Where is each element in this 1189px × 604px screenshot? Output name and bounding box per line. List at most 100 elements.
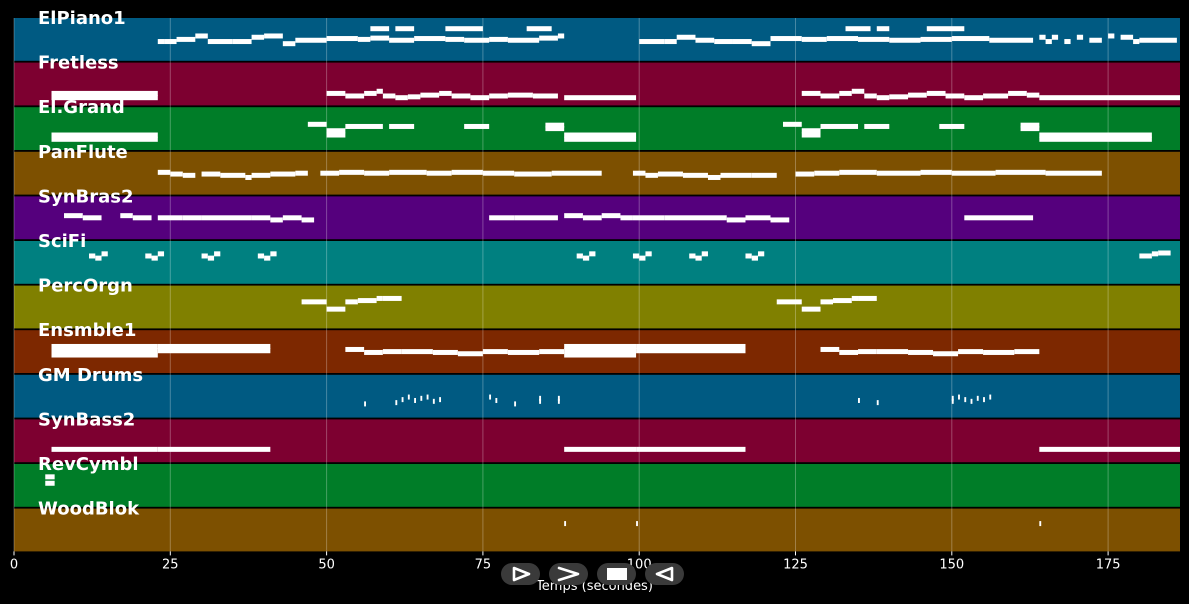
note [601, 213, 621, 219]
note [170, 171, 183, 177]
note [326, 306, 346, 312]
tick-label: 150 [939, 557, 964, 572]
note [295, 170, 308, 176]
lane-label: GM Drums [38, 365, 143, 386]
note [995, 169, 1046, 175]
note [545, 126, 565, 132]
note [839, 169, 877, 175]
play-button[interactable] [501, 563, 540, 585]
note [751, 255, 758, 261]
note [539, 349, 565, 355]
note [695, 255, 702, 261]
note [395, 26, 415, 32]
note [176, 36, 196, 42]
note [1039, 136, 1152, 142]
note [82, 215, 102, 221]
note [770, 217, 790, 223]
note [370, 26, 390, 32]
next-button[interactable] [549, 563, 588, 585]
back-button[interactable] [645, 563, 684, 585]
note [539, 398, 542, 404]
note [551, 170, 602, 176]
note [636, 348, 746, 354]
note [564, 521, 567, 527]
note [414, 397, 417, 403]
note [926, 26, 965, 32]
note [389, 37, 415, 43]
note [564, 213, 583, 219]
note [257, 253, 265, 259]
note [876, 95, 890, 101]
note [845, 26, 871, 32]
play-icon [512, 566, 530, 582]
lane-label: SynBass2 [38, 409, 135, 430]
note [207, 39, 233, 45]
note [439, 397, 442, 403]
note [51, 95, 158, 101]
note [132, 215, 152, 221]
note [889, 94, 909, 100]
note [307, 121, 327, 127]
note [876, 400, 879, 406]
lane-label: ElPiano1 [38, 8, 126, 29]
stop-button[interactable] [597, 563, 636, 585]
note [514, 171, 552, 177]
note [151, 255, 158, 261]
note [920, 169, 952, 175]
lane-label: PanFlute [38, 142, 128, 163]
note [1139, 253, 1152, 259]
note [89, 253, 96, 259]
note [564, 132, 637, 138]
note [820, 299, 834, 305]
note [1020, 122, 1040, 128]
note [695, 37, 715, 43]
note [214, 251, 221, 257]
note [920, 36, 952, 42]
note [858, 295, 877, 301]
note [489, 394, 492, 400]
note [564, 446, 637, 452]
note [1045, 39, 1052, 45]
note [357, 36, 371, 42]
note [801, 90, 821, 96]
note [983, 397, 985, 403]
lane-band [14, 419, 1180, 463]
lane-label: SynBras2 [38, 186, 134, 207]
note [507, 349, 540, 355]
note [1151, 251, 1159, 257]
note [645, 172, 658, 178]
note [532, 93, 558, 99]
note [426, 394, 429, 400]
note [64, 213, 83, 219]
note [657, 171, 683, 177]
note [820, 93, 840, 99]
note [270, 251, 277, 257]
note [682, 172, 708, 178]
note [364, 90, 377, 96]
note [951, 36, 990, 42]
note [157, 215, 183, 221]
note [445, 26, 483, 32]
note [851, 88, 865, 94]
note [245, 174, 252, 180]
playback-controls [501, 563, 684, 585]
note [345, 93, 365, 99]
note [958, 394, 960, 400]
note [201, 253, 208, 259]
note [1008, 90, 1027, 96]
note [951, 398, 954, 404]
note [157, 343, 271, 349]
note [395, 95, 408, 101]
note [451, 169, 483, 175]
note [45, 480, 55, 486]
note [51, 352, 158, 358]
note [482, 170, 515, 176]
lane-band [14, 241, 1180, 284]
note [801, 306, 821, 312]
note [264, 33, 283, 39]
note [301, 299, 327, 305]
note [264, 255, 271, 261]
note [539, 35, 558, 41]
note [926, 90, 946, 96]
lane-label: PercOrgn [38, 276, 133, 297]
